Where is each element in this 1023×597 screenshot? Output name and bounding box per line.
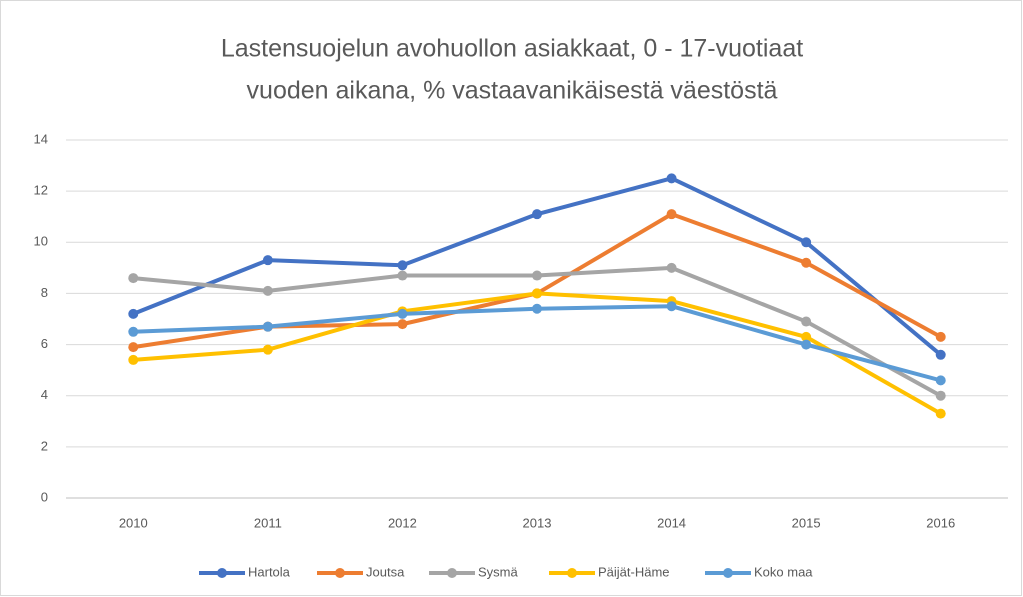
y-tick-label: 14 bbox=[34, 131, 48, 146]
data-point bbox=[935, 331, 946, 342]
data-point bbox=[801, 339, 812, 350]
data-point bbox=[262, 255, 273, 266]
data-point bbox=[262, 321, 273, 332]
y-tick-label: 4 bbox=[41, 387, 48, 402]
data-point bbox=[666, 173, 677, 184]
chart-title: Lastensuojelun avohuollon asiakkaat, 0 -… bbox=[221, 35, 803, 63]
data-point bbox=[397, 270, 408, 281]
legend-label: Sysmä bbox=[478, 564, 519, 579]
data-point bbox=[935, 390, 946, 401]
x-tick-label: 2016 bbox=[926, 515, 955, 530]
data-point bbox=[128, 326, 139, 337]
data-point bbox=[397, 260, 408, 271]
data-point bbox=[128, 354, 139, 365]
legend-label: Päijät-Häme bbox=[598, 564, 670, 579]
legend-label: Hartola bbox=[248, 564, 291, 579]
y-tick-label: 8 bbox=[41, 285, 48, 300]
y-tick-label: 10 bbox=[34, 234, 48, 249]
y-tick-label: 6 bbox=[41, 336, 48, 351]
data-point bbox=[128, 342, 139, 353]
legend-marker bbox=[723, 568, 733, 578]
data-point bbox=[935, 349, 946, 360]
data-point bbox=[801, 237, 812, 248]
data-point bbox=[801, 331, 812, 342]
legend-marker bbox=[217, 568, 227, 578]
data-point bbox=[128, 308, 139, 319]
data-point bbox=[262, 344, 273, 355]
data-point bbox=[262, 285, 273, 296]
data-point bbox=[801, 257, 812, 268]
chart-title: vuoden aikana, % vastaavanikäisestä väes… bbox=[247, 77, 778, 105]
data-point bbox=[397, 319, 408, 330]
x-tick-label: 2011 bbox=[254, 515, 282, 530]
data-point bbox=[666, 262, 677, 273]
data-point bbox=[397, 308, 408, 319]
y-tick-label: 0 bbox=[41, 489, 48, 504]
legend-marker bbox=[447, 568, 457, 578]
x-tick-label: 2012 bbox=[388, 515, 417, 530]
y-tick-label: 12 bbox=[34, 183, 48, 198]
data-point bbox=[532, 270, 542, 281]
x-tick-label: 2010 bbox=[119, 515, 148, 530]
legend-label: Koko maa bbox=[754, 564, 813, 579]
data-point bbox=[801, 316, 812, 327]
x-tick-label: 2015 bbox=[792, 515, 821, 530]
data-point bbox=[935, 375, 946, 386]
x-tick-label: 2014 bbox=[657, 515, 686, 530]
y-tick-label: 2 bbox=[41, 438, 48, 453]
data-point bbox=[935, 408, 946, 419]
data-point bbox=[532, 303, 542, 314]
data-point bbox=[532, 288, 542, 299]
legend-label: Joutsa bbox=[366, 564, 405, 579]
x-tick-label: 2013 bbox=[523, 515, 552, 530]
data-point bbox=[532, 209, 542, 220]
data-point bbox=[666, 301, 677, 312]
legend-marker bbox=[335, 568, 345, 578]
data-point bbox=[128, 273, 139, 284]
legend-marker bbox=[567, 568, 577, 578]
data-point bbox=[666, 209, 677, 220]
